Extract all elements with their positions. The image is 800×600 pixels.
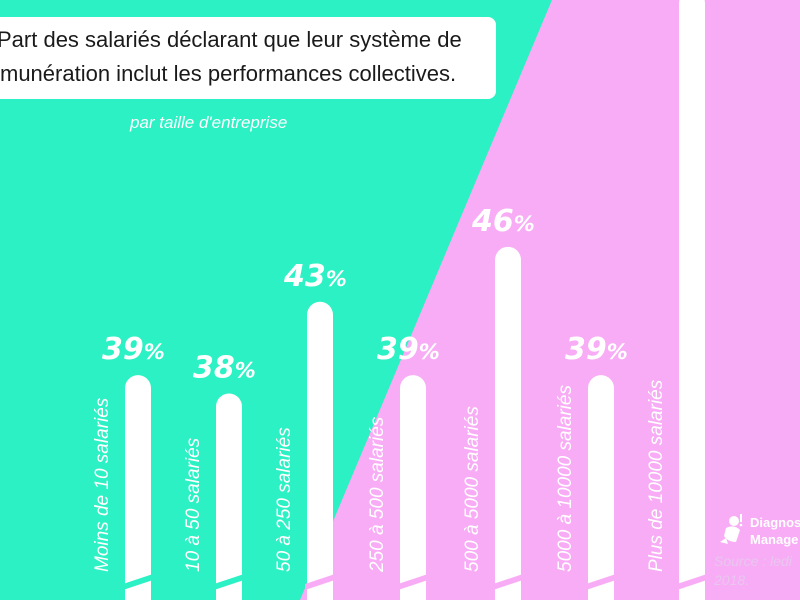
axis-break-notch	[214, 574, 244, 590]
axis-break-notch	[586, 574, 616, 590]
category-label: 250 à 500 salariés	[367, 416, 388, 573]
chart-subtitle: par taille d'entreprise	[130, 113, 288, 132]
value-label: 46%	[471, 204, 535, 239]
rocket-person-icon	[720, 514, 743, 544]
source-line-2: 2018.	[714, 572, 750, 588]
value-label: 43%	[283, 259, 347, 294]
bar	[216, 393, 242, 600]
bar	[400, 375, 426, 600]
category-label: Plus de 10000 salariés	[646, 379, 667, 572]
value-label: 38%	[193, 350, 256, 385]
source-line-1: Source : ledi	[714, 553, 792, 569]
value-label: 39%	[377, 332, 440, 367]
value-label: 39%	[102, 332, 165, 367]
chart-title-line-1: Part des salariés déclarant que leur sys…	[0, 27, 462, 52]
logo-text-line-2: Manage	[750, 532, 799, 547]
axis-break-notch	[677, 574, 707, 590]
bar	[307, 301, 333, 600]
bar	[588, 375, 614, 600]
axis-break-notch	[398, 574, 428, 590]
bar	[125, 375, 151, 600]
category-label: 10 à 50 salariés	[183, 437, 204, 572]
bar	[679, 0, 705, 600]
brand-logo: Diagnos Manage	[714, 512, 800, 552]
category-label: 50 à 250 salariés	[274, 427, 295, 572]
bar	[495, 246, 521, 600]
category-label: 500 à 5000 salariés	[462, 406, 483, 572]
axis-break-notch	[493, 574, 523, 590]
category-label: Moins de 10 salariés	[92, 397, 113, 572]
category-label: 5000 à 10000 salariés	[555, 385, 576, 572]
axis-break-notch	[123, 574, 153, 590]
value-label: 39%	[565, 332, 628, 367]
chart-title-line-2: munération inclut les performances colle…	[0, 61, 457, 86]
source-note: Source : ledi 2018.	[714, 552, 792, 590]
axis-break-notch	[305, 574, 335, 590]
title-box: Part des salariés déclarant que leur sys…	[0, 17, 496, 99]
logo-text-line-1: Diagnos	[750, 515, 800, 530]
